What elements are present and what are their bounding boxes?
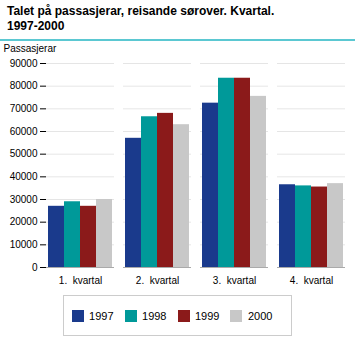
html-text:2000: 2000 <box>248 309 273 322</box>
svg-text:60000: 60000 <box>10 126 38 137</box>
svg-text:90000: 90000 <box>10 58 38 69</box>
svg-text:1. kvartal: 1. kvartal <box>59 275 102 286</box>
svg-text:3. kvartal: 3. kvartal <box>213 275 256 286</box>
svg-text:2. kvartal: 2. kvartal <box>136 275 179 286</box>
html-text:1998: 1998 <box>142 309 167 322</box>
svg-text:80000: 80000 <box>10 80 38 91</box>
svg-text:4. kvartal: 4. kvartal <box>290 275 333 286</box>
svg-text:Passasjerar: Passasjerar <box>4 43 57 54</box>
svg-text:20000: 20000 <box>10 216 38 227</box>
svg-text:30000: 30000 <box>10 194 38 205</box>
html-text:1999: 1999 <box>195 309 220 322</box>
svg-text:50000: 50000 <box>10 148 38 159</box>
html-text:Talet på passasjerar, reisande: Talet på passasjerar, reisande sørover. … <box>7 4 275 18</box>
html-text:1997: 1997 <box>89 309 114 322</box>
svg-text:40000: 40000 <box>10 171 38 182</box>
html-text:1997-2000: 1997-2000 <box>7 19 65 33</box>
svg-text:0: 0 <box>32 262 38 273</box>
svg-text:70000: 70000 <box>10 103 38 114</box>
svg-text:10000: 10000 <box>10 239 38 250</box>
